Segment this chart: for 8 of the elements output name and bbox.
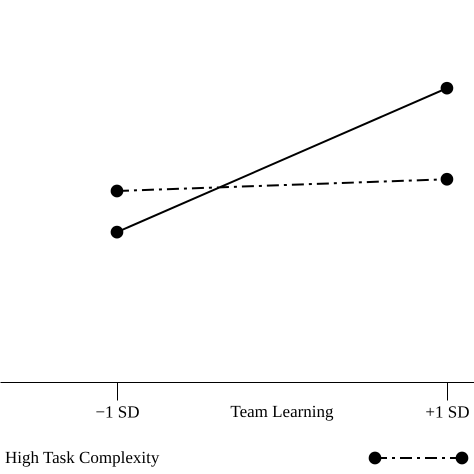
x-tick-label: +1 SD bbox=[425, 402, 470, 422]
point bbox=[440, 82, 454, 94]
point bbox=[110, 226, 124, 238]
x-axis-title: Team Learning bbox=[230, 402, 334, 421]
point bbox=[440, 172, 454, 186]
text: High Task Complexity bbox=[5, 448, 160, 467]
point bbox=[110, 184, 124, 198]
x-tick-label: −1 SD bbox=[95, 402, 140, 422]
